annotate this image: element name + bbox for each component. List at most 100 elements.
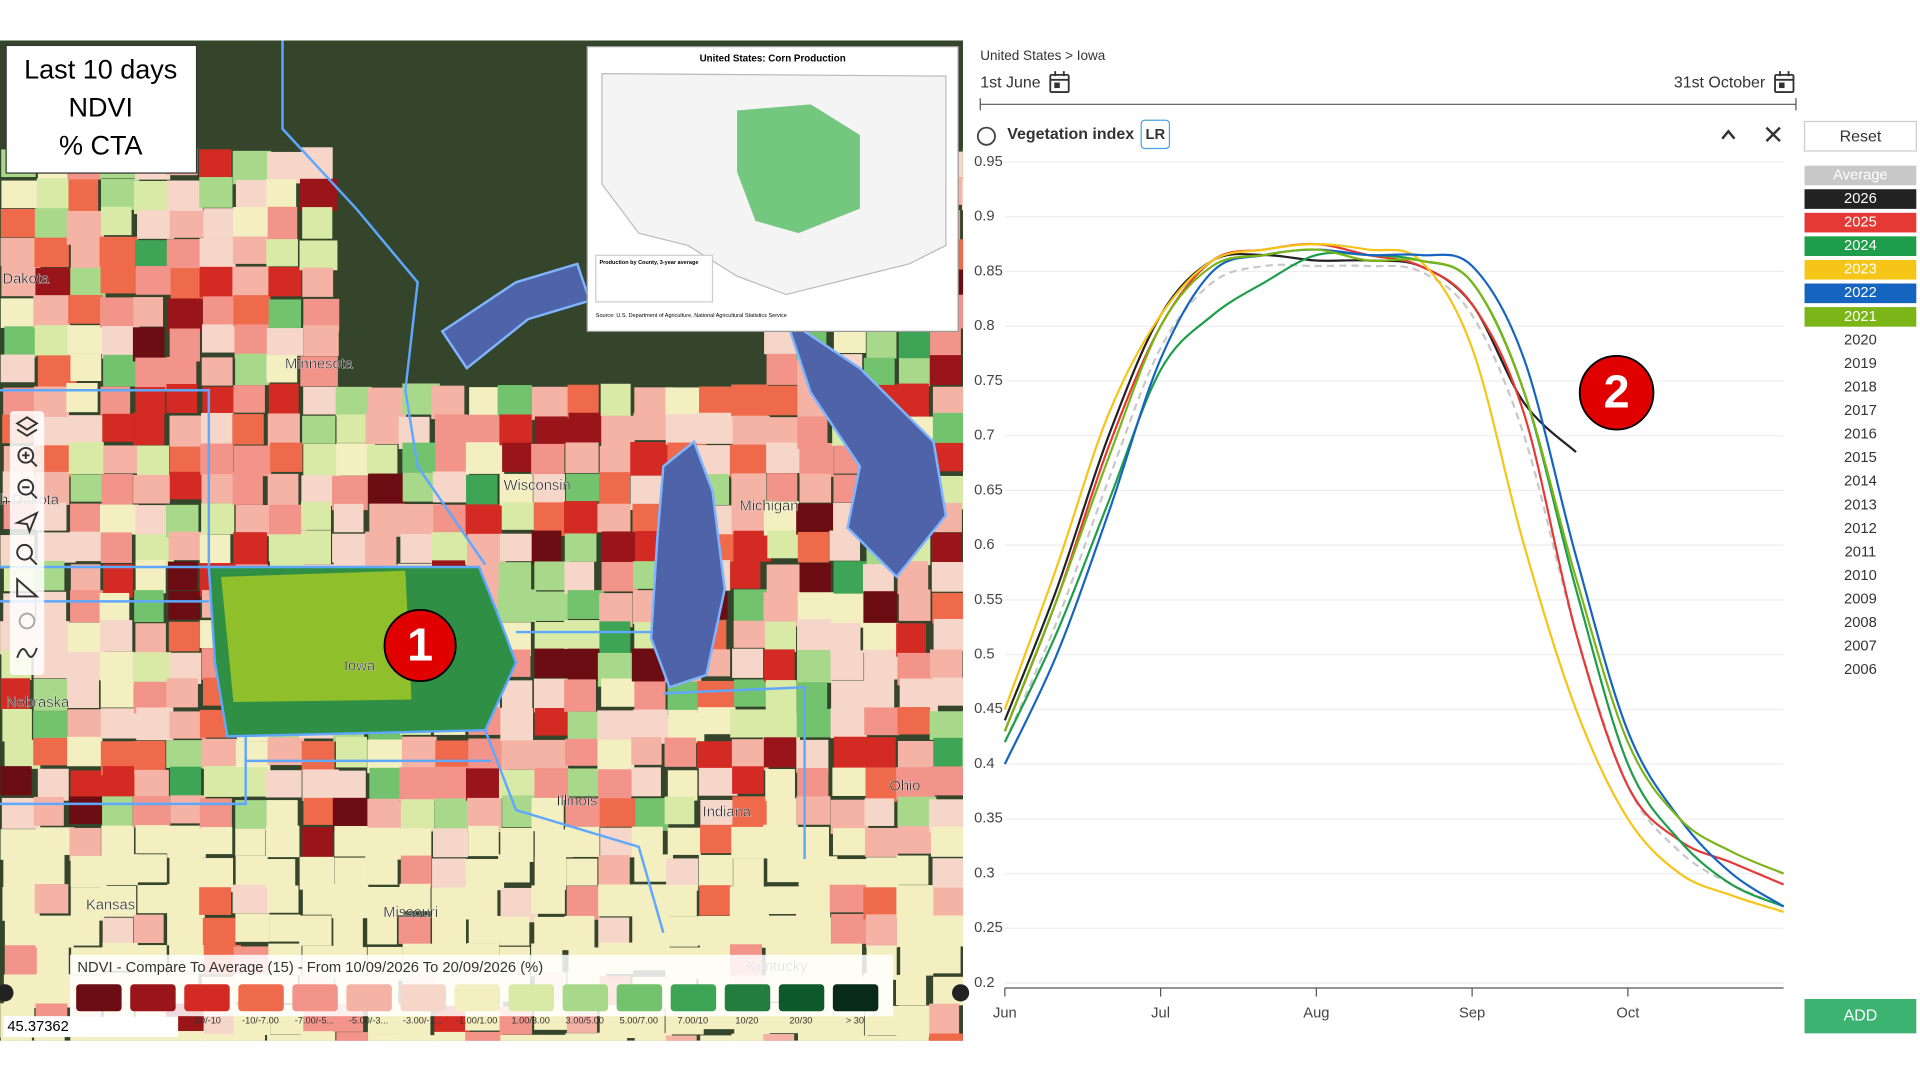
zoom-out-button[interactable] [17, 478, 35, 496]
legend-label: > 30 [846, 1016, 864, 1026]
start-date[interactable]: 1st June [980, 75, 1040, 92]
map-cell [135, 825, 168, 854]
year-toggle[interactable]: 2012 [1844, 521, 1877, 537]
measure-button[interactable] [16, 577, 40, 598]
map-cell [896, 885, 936, 917]
legend-label[interactable]: 2025 [1844, 215, 1877, 231]
map-cell [597, 503, 631, 533]
year-toggle[interactable]: 2011 [1845, 544, 1877, 560]
map-cell [34, 237, 69, 268]
year-toggle[interactable]: 2020 [1844, 332, 1877, 348]
locate-button[interactable] [13, 510, 39, 535]
map-cell [767, 854, 804, 883]
map-cell [567, 590, 605, 619]
map-cell [731, 739, 769, 771]
map-cell [302, 769, 339, 801]
x-tick-label: Aug [1303, 1006, 1329, 1022]
x-tick-label: Oct [1616, 1006, 1639, 1022]
map-cell [369, 767, 405, 802]
year-toggle[interactable]: 2016 [1844, 427, 1877, 443]
legend-button[interactable] [1804, 259, 1917, 280]
map-cell [4, 326, 37, 358]
add-label[interactable]: ADD [1844, 1007, 1878, 1024]
map-cell [365, 413, 403, 445]
layers-button[interactable] [15, 416, 39, 437]
legend-button[interactable] [1804, 189, 1917, 209]
map-cell [766, 442, 800, 474]
map-cell [731, 384, 768, 417]
globe-icon [976, 126, 996, 146]
legend-label[interactable]: 2022 [1844, 285, 1877, 301]
zoom-in-button[interactable] [17, 446, 35, 464]
legend-label[interactable]: Average [1833, 167, 1888, 183]
year-toggle[interactable]: 2008 [1844, 615, 1877, 631]
map-cell [0, 678, 31, 710]
draw-button[interactable] [16, 647, 38, 659]
map-cell [534, 648, 572, 678]
legend-button[interactable] [1804, 212, 1917, 233]
legend-prev[interactable] [0, 984, 14, 1002]
year-toggle[interactable]: 2014 [1844, 474, 1877, 490]
legend-next[interactable] [952, 984, 970, 1002]
map-cell [929, 945, 961, 974]
year-toggle[interactable]: 2006 [1844, 662, 1877, 678]
legend-button[interactable] [1804, 307, 1917, 327]
lake-huron [783, 316, 948, 579]
map-cell [235, 856, 268, 890]
chart-tag[interactable]: LR [1145, 127, 1165, 143]
reset-button[interactable] [1803, 120, 1917, 152]
map-cell [465, 768, 501, 801]
map-cell [135, 505, 170, 535]
map-cell [268, 299, 302, 331]
year-toggle[interactable]: 2010 [1844, 568, 1877, 584]
state-label: Kansas [86, 898, 135, 914]
map-cell [100, 265, 140, 294]
reset-label[interactable]: Reset [1840, 129, 1882, 146]
breadcrumb[interactable]: United States > Iowa [980, 48, 1105, 63]
map-cell [167, 883, 204, 917]
map-cell [533, 1034, 568, 1041]
calendar-icon[interactable] [1049, 71, 1070, 93]
calendar-icon[interactable] [1774, 71, 1795, 93]
map-cell [369, 503, 405, 537]
legend-button[interactable] [1804, 236, 1917, 257]
map-cell [268, 267, 302, 297]
year-toggle[interactable]: 2009 [1844, 592, 1877, 608]
collapse-button[interactable] [1721, 129, 1736, 140]
legend-label[interactable]: 2024 [1844, 238, 1877, 254]
map-cell [168, 590, 200, 620]
map-cell [266, 328, 304, 356]
map-cell [266, 179, 297, 208]
year-toggle[interactable]: 2018 [1844, 379, 1877, 395]
target-button[interactable] [18, 612, 36, 630]
year-toggle[interactable]: 2015 [1844, 450, 1877, 466]
map-cell [597, 739, 635, 772]
state-label: Minnesota [285, 356, 354, 372]
map-cell [666, 916, 698, 947]
legend-button[interactable] [1804, 283, 1917, 304]
map-cell [498, 854, 530, 883]
map-cell [962, 737, 964, 769]
year-toggle[interactable]: 2013 [1844, 497, 1877, 513]
map-cell [600, 383, 631, 417]
add-button[interactable] [1804, 999, 1917, 1034]
year-toggle[interactable]: 2017 [1844, 403, 1877, 419]
map-cell [465, 504, 503, 539]
end-date[interactable]: 31st October [1674, 75, 1766, 92]
legend-label: -10/-7.00 [242, 1016, 279, 1026]
series-line [1003, 242, 1785, 886]
map-cell [961, 179, 964, 211]
map-cell [533, 678, 570, 713]
legend-label[interactable]: 2021 [1844, 309, 1877, 325]
map-cell [601, 531, 640, 565]
map-cell [763, 501, 799, 536]
year-toggle[interactable]: 2007 [1844, 639, 1877, 655]
legend-label[interactable]: 2026 [1844, 191, 1877, 207]
legend-label[interactable]: 2023 [1844, 262, 1877, 278]
legend-button[interactable] [1804, 165, 1917, 186]
close-button[interactable] [1765, 126, 1781, 143]
search-button[interactable] [16, 543, 33, 561]
year-toggle[interactable]: 2019 [1844, 356, 1877, 372]
tag-box[interactable] [1140, 119, 1171, 150]
map-cell [564, 533, 597, 562]
